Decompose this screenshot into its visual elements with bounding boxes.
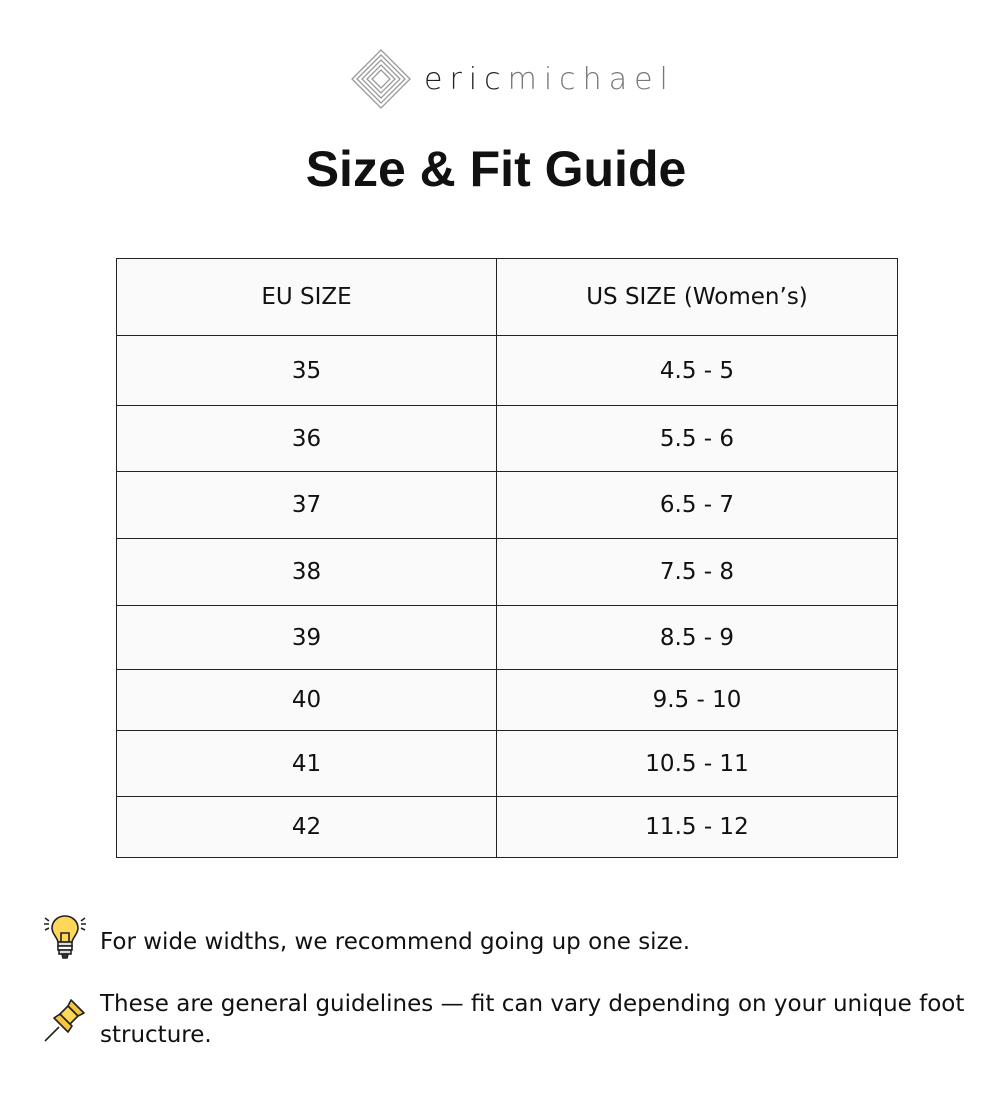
header-us-size: US SIZE (Women’s) xyxy=(496,258,898,336)
us-size-cell: 5.5 - 6 xyxy=(496,405,898,472)
table-header-row: EU SIZE US SIZE (Women’s) xyxy=(116,258,898,336)
header-eu-size: EU SIZE xyxy=(116,258,497,336)
logo-diamond-icon xyxy=(351,49,411,109)
table-row: 39 8.5 - 9 xyxy=(116,605,898,670)
eu-size-cell: 35 xyxy=(116,335,497,406)
us-size-cell: 4.5 - 5 xyxy=(496,335,898,406)
eu-size-cell: 36 xyxy=(116,405,497,472)
us-size-cell: 7.5 - 8 xyxy=(496,538,898,606)
eu-size-cell: 39 xyxy=(116,605,497,670)
eu-size-cell: 41 xyxy=(116,730,497,797)
eu-size-cell: 37 xyxy=(116,471,497,539)
eu-size-cell: 42 xyxy=(116,796,497,858)
eu-size-cell: 38 xyxy=(116,538,497,606)
note-general-guidelines: These are general guidelines — fit can v… xyxy=(100,991,965,1048)
table-row: 36 5.5 - 6 xyxy=(116,405,898,472)
us-size-cell: 8.5 - 9 xyxy=(496,605,898,670)
lightbulb-icon xyxy=(44,915,86,959)
table-row: 35 4.5 - 5 xyxy=(116,335,898,406)
table-row: 42 11.5 - 12 xyxy=(116,796,898,858)
brand-logo: ericmichael xyxy=(350,48,675,110)
us-size-cell: 10.5 - 11 xyxy=(496,730,898,797)
table-row: 40 9.5 - 10 xyxy=(116,669,898,731)
logo-text-eric: eric xyxy=(424,61,508,97)
logo-text-michael: michael xyxy=(507,61,675,97)
us-size-cell: 6.5 - 7 xyxy=(496,471,898,539)
us-size-cell: 11.5 - 12 xyxy=(496,796,898,858)
table-row: 38 7.5 - 8 xyxy=(116,538,898,606)
table-row: 37 6.5 - 7 xyxy=(116,471,898,539)
size-table: EU SIZE US SIZE (Women’s) 35 4.5 - 5 36 5.5… xyxy=(116,258,898,858)
page-title: Size & Fit Guide xyxy=(305,141,687,197)
eu-size-cell: 40 xyxy=(116,669,497,731)
table-row: 41 10.5 - 11 xyxy=(116,730,898,797)
note-wide-widths: For wide widths, we recommend going up o… xyxy=(100,929,691,955)
pushpin-icon xyxy=(44,999,85,1042)
us-size-cell: 9.5 - 10 xyxy=(496,669,898,731)
